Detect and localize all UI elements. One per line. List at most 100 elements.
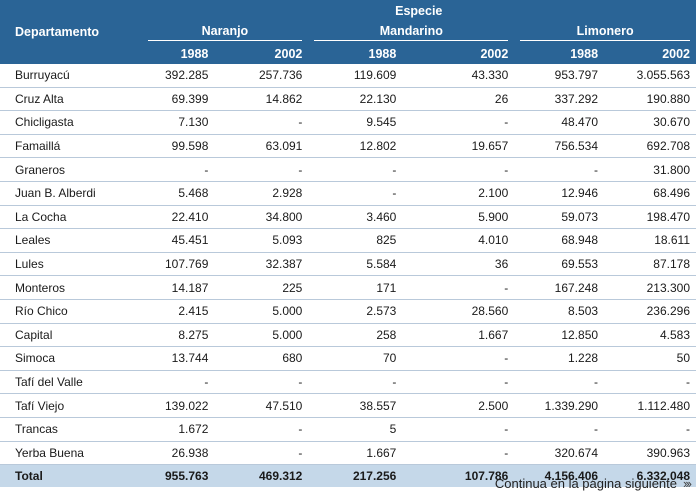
- total-row: Total 955.763 469.312 217.256 107.786 4.156.4…: [0, 464, 696, 488]
- value-cell: 12.850: [514, 323, 605, 348]
- value-cell: 257.736: [214, 64, 309, 88]
- value-cell: 50: [604, 346, 696, 371]
- value-cell: 36: [402, 252, 515, 277]
- value-cell: 258: [308, 323, 403, 348]
- value-cell: -: [214, 441, 309, 466]
- value-cell: 26: [402, 87, 515, 112]
- value-cell: 99.598: [141, 134, 215, 159]
- value-cell: 955.763: [141, 464, 215, 488]
- value-cell: 4.156.406: [514, 464, 605, 488]
- header-departamento: Departamento: [0, 0, 142, 64]
- value-cell: 18.611: [604, 228, 696, 253]
- table-row: Río Chico 2.415 5.000 2.573 28.560 8.503 236.2…: [0, 299, 696, 324]
- value-cell: -: [402, 370, 515, 395]
- value-cell: 30.670: [604, 110, 696, 135]
- value-cell: 8.275: [141, 323, 215, 348]
- value-cell: 1.667: [402, 323, 515, 348]
- department-name: Juan B. Alberdi: [0, 181, 142, 206]
- value-cell: 68.496: [604, 181, 696, 206]
- header-year: 1988: [308, 43, 403, 64]
- value-cell: 28.560: [402, 299, 515, 324]
- value-cell: 4.583: [604, 323, 696, 348]
- value-cell: 6.332.048: [604, 464, 696, 488]
- department-name: Burruyacú: [0, 64, 142, 88]
- value-cell: 63.091: [214, 134, 309, 159]
- value-cell: 119.609: [308, 64, 403, 88]
- value-cell: -: [402, 441, 515, 466]
- department-name: Leales: [0, 228, 142, 253]
- value-cell: 38.557: [308, 393, 403, 418]
- header-group-label: Limonero: [520, 24, 690, 41]
- table-row: Trancas 1.672-5- - -: [0, 417, 696, 442]
- value-cell: 3.055.563: [604, 64, 696, 88]
- table-row: Famaillá 99.598 63.091 12.802 19.657 756.534 6…: [0, 134, 696, 159]
- value-cell: -: [514, 370, 605, 395]
- value-cell: 1.228: [514, 346, 605, 371]
- value-cell: 225: [214, 275, 309, 300]
- value-cell: 2.928: [214, 181, 309, 206]
- value-cell: 7.130: [141, 110, 215, 135]
- value-cell: 2.100: [402, 181, 515, 206]
- value-cell: -: [402, 346, 515, 371]
- table-row: Leales 45.451 5.093 825 4.010 68.948 18.611: [0, 228, 696, 253]
- value-cell: -: [402, 110, 515, 135]
- value-cell: -: [141, 157, 215, 182]
- continuation-note: Continua en la página siguiente ›››: [495, 476, 692, 491]
- value-cell: -: [604, 417, 696, 442]
- header-group-limonero: Limonero: [514, 22, 696, 43]
- value-cell: 87.178: [604, 252, 696, 277]
- value-cell: 337.292: [514, 87, 605, 112]
- department-name: Chicligasta: [0, 110, 142, 135]
- value-cell: 198.470: [604, 205, 696, 230]
- header-group-mandarino: Mandarino: [308, 22, 515, 43]
- department-name: Simoca: [0, 346, 142, 371]
- value-cell: 953.797: [514, 64, 605, 88]
- value-cell: -: [402, 157, 515, 182]
- value-cell: 22.130: [308, 87, 403, 112]
- header-group-label: Naranjo: [147, 24, 303, 41]
- value-cell: 390.963: [604, 441, 696, 466]
- value-cell: 2.573: [308, 299, 403, 324]
- table-row: Juan B. Alberdi 5.468 2.928-2.100 12.946 68.…: [0, 181, 696, 206]
- value-cell: -: [214, 110, 309, 135]
- value-cell: 2.500: [402, 393, 515, 418]
- value-cell: 167.248: [514, 275, 605, 300]
- department-name: Lules: [0, 252, 142, 277]
- value-cell: 5.468: [141, 181, 215, 206]
- value-cell: -: [308, 157, 403, 182]
- value-cell: 5.584: [308, 252, 403, 277]
- value-cell: 14.862: [214, 87, 309, 112]
- value-cell: 14.187: [141, 275, 215, 300]
- department-name: Yerba Buena: [0, 441, 142, 466]
- value-cell: 4.010: [402, 228, 515, 253]
- value-cell: 680: [214, 346, 309, 371]
- table-row: Tafí Viejo 139.022 47.510 38.557 2.500 1.339.…: [0, 393, 696, 418]
- department-name: Famaillá: [0, 134, 142, 159]
- value-cell: 69.553: [514, 252, 605, 277]
- header-group-label: Mandarino: [314, 24, 509, 41]
- table-body: Burruyacú 392.285 257.736 119.609 43.330 953.…: [0, 64, 696, 488]
- value-cell: 19.657: [402, 134, 515, 159]
- value-cell: 692.708: [604, 134, 696, 159]
- header-year: 1988: [514, 43, 605, 64]
- value-cell: 320.674: [514, 441, 605, 466]
- value-cell: 756.534: [514, 134, 605, 159]
- header-especie: Especie: [141, 0, 696, 22]
- header-year: 2002: [214, 43, 309, 64]
- value-cell: 13.744: [141, 346, 215, 371]
- department-name: Trancas: [0, 417, 142, 442]
- value-cell: 31.800: [604, 157, 696, 182]
- value-cell: 12.946: [514, 181, 605, 206]
- header-year: 2002: [604, 43, 696, 64]
- value-cell: 70: [308, 346, 403, 371]
- value-cell: 1.339.290: [514, 393, 605, 418]
- table-row: Tafí del Valle - - - - - -: [0, 370, 696, 395]
- value-cell: -: [214, 417, 309, 442]
- department-name: Graneros: [0, 157, 142, 182]
- value-cell: 34.800: [214, 205, 309, 230]
- value-cell: 68.948: [514, 228, 605, 253]
- value-cell: 9.545: [308, 110, 403, 135]
- value-cell: 59.073: [514, 205, 605, 230]
- header-group-naranjo: Naranjo: [141, 22, 309, 43]
